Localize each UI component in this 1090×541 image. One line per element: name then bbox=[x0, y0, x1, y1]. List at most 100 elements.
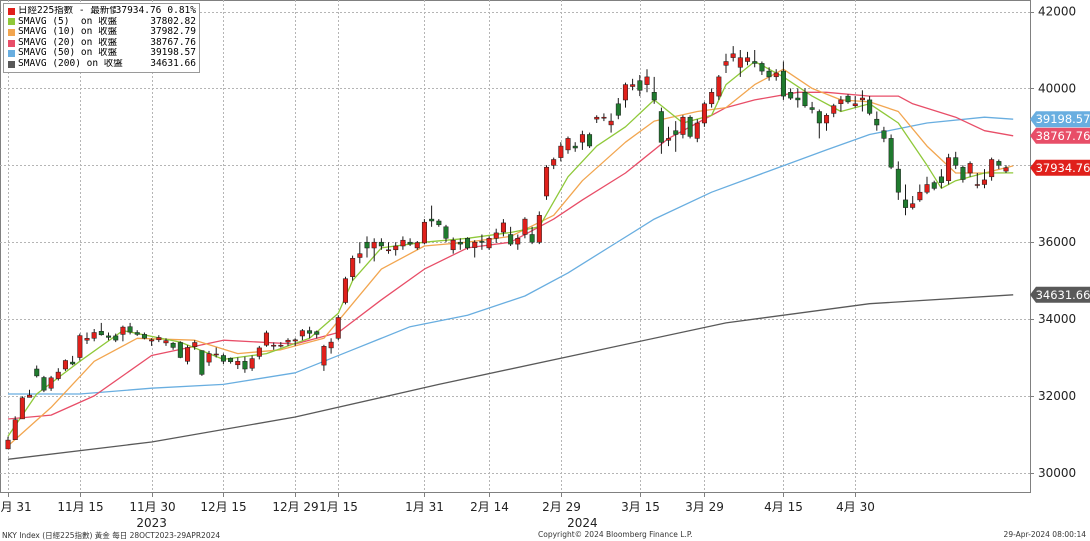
candle-body bbox=[615, 103, 621, 116]
candle-body bbox=[177, 342, 183, 358]
candle-body bbox=[694, 122, 700, 139]
candle-body bbox=[12, 419, 18, 440]
candle-body bbox=[41, 377, 47, 391]
footer-source: NKY Index (日經225指數) 黃金 每日 28OCT2023-29AP… bbox=[2, 531, 221, 540]
footer-timestamp: 29-Apr-2024 08:00:14 bbox=[1003, 530, 1086, 539]
candle-body bbox=[321, 346, 327, 366]
candle-body bbox=[91, 332, 97, 339]
candle-body bbox=[974, 184, 980, 186]
candle-body bbox=[630, 84, 636, 87]
candle-body bbox=[213, 353, 219, 356]
legend-swatch bbox=[8, 18, 15, 26]
candle-body bbox=[888, 138, 894, 168]
candle-body bbox=[867, 99, 873, 114]
y-tick-label: 40000 bbox=[1038, 81, 1076, 95]
candle-body bbox=[572, 145, 578, 149]
candle-body bbox=[342, 278, 348, 303]
candle-body bbox=[515, 238, 521, 245]
footer-copyright: Copyright© 2024 Bloomberg Finance L.P. bbox=[538, 530, 693, 539]
x-tick-label: 4月 30 bbox=[836, 500, 875, 514]
candle-body bbox=[745, 57, 751, 62]
candle-body bbox=[666, 138, 672, 141]
legend: 日經225指數 - 最新價 37934.76 0.81% SMAVG (5) o… bbox=[3, 3, 200, 73]
candle-body bbox=[271, 344, 277, 347]
candle-body bbox=[472, 241, 478, 248]
series-line bbox=[7, 294, 1014, 460]
right-value-text: 34631.66 bbox=[1036, 288, 1090, 302]
legend-value: 34631.66 bbox=[150, 57, 196, 69]
candle-body bbox=[809, 107, 815, 110]
x-tick-label: 2月 29 bbox=[542, 500, 581, 514]
candle-body bbox=[996, 161, 1002, 166]
candle-body bbox=[766, 70, 772, 78]
candle-body bbox=[579, 134, 585, 143]
right-value-text: 39198.57 bbox=[1036, 112, 1090, 126]
candle-body bbox=[637, 80, 643, 91]
candle-body bbox=[946, 157, 952, 181]
candle-body bbox=[852, 103, 858, 106]
candle-body bbox=[716, 76, 722, 97]
candle-body bbox=[544, 166, 550, 197]
candle-body bbox=[730, 53, 736, 58]
candle-body bbox=[709, 92, 715, 105]
legend-label: SMAVG (10) on 收盤 bbox=[18, 27, 118, 38]
right-value-tag bbox=[1030, 111, 1090, 128]
legend-swatch bbox=[8, 60, 15, 68]
right-value-text: 37934.76 bbox=[1036, 161, 1090, 175]
x-tick-label: 3月 15 bbox=[621, 500, 660, 514]
candle-body bbox=[393, 245, 399, 251]
x-year-label: 2023 bbox=[136, 516, 167, 530]
candle-body bbox=[256, 347, 262, 357]
candle-body bbox=[601, 116, 607, 119]
candle-body bbox=[407, 241, 413, 245]
candle-body bbox=[802, 92, 808, 107]
legend-item-sma10: SMAVG (10) on 收盤 37982.79 bbox=[8, 27, 196, 38]
candle-body bbox=[228, 357, 234, 362]
right-value-label: 39198.57 bbox=[1030, 111, 1090, 128]
candle-body bbox=[508, 234, 514, 245]
candle-body bbox=[242, 361, 248, 370]
x-tick-label: 4月 15 bbox=[764, 500, 803, 514]
legend-label: SMAVG (200) on 收盤 bbox=[18, 58, 123, 69]
candle-body bbox=[62, 360, 68, 370]
x-tick-label: 10月 31 bbox=[0, 500, 32, 514]
candle-body bbox=[536, 215, 542, 243]
candle-body bbox=[149, 339, 155, 342]
candle-body bbox=[773, 72, 779, 78]
candle-body bbox=[84, 338, 90, 341]
candle-body bbox=[938, 176, 944, 183]
y-tick-label: 30000 bbox=[1038, 466, 1076, 480]
y-tick-label: 32000 bbox=[1038, 389, 1076, 403]
candle-body bbox=[314, 331, 320, 335]
candle-body bbox=[77, 335, 83, 358]
candle-body bbox=[307, 330, 313, 334]
candle-body bbox=[429, 218, 435, 222]
candle-body bbox=[436, 220, 442, 226]
candle-body bbox=[981, 179, 987, 185]
candle-body bbox=[292, 339, 298, 342]
legend-label: SMAVG (20) on 收盤 bbox=[18, 37, 118, 48]
candle-body bbox=[845, 95, 851, 103]
candle-body bbox=[34, 368, 40, 377]
candle-body bbox=[565, 138, 571, 151]
candle-body bbox=[658, 111, 664, 143]
legend-value: 37982.79 bbox=[150, 26, 196, 38]
x-tick-label: 12月 29 bbox=[272, 500, 318, 514]
x-tick-label: 2月 14 bbox=[470, 500, 509, 514]
x-tick-label: 12月 15 bbox=[200, 500, 246, 514]
y-tick-label: 34000 bbox=[1038, 312, 1076, 326]
candle-body bbox=[673, 130, 679, 135]
candle-body bbox=[831, 105, 837, 114]
candle-body bbox=[931, 182, 937, 189]
candle-body bbox=[357, 253, 363, 258]
candle-body bbox=[386, 249, 392, 252]
candle-body bbox=[903, 199, 909, 208]
candle-body bbox=[134, 332, 140, 335]
candle-body bbox=[113, 335, 119, 341]
candle-body bbox=[5, 439, 11, 450]
candle-body bbox=[795, 97, 801, 101]
candle-body bbox=[192, 342, 198, 347]
candle-body bbox=[910, 203, 916, 208]
candle-body bbox=[299, 330, 305, 337]
right-value-tag bbox=[1030, 286, 1090, 303]
